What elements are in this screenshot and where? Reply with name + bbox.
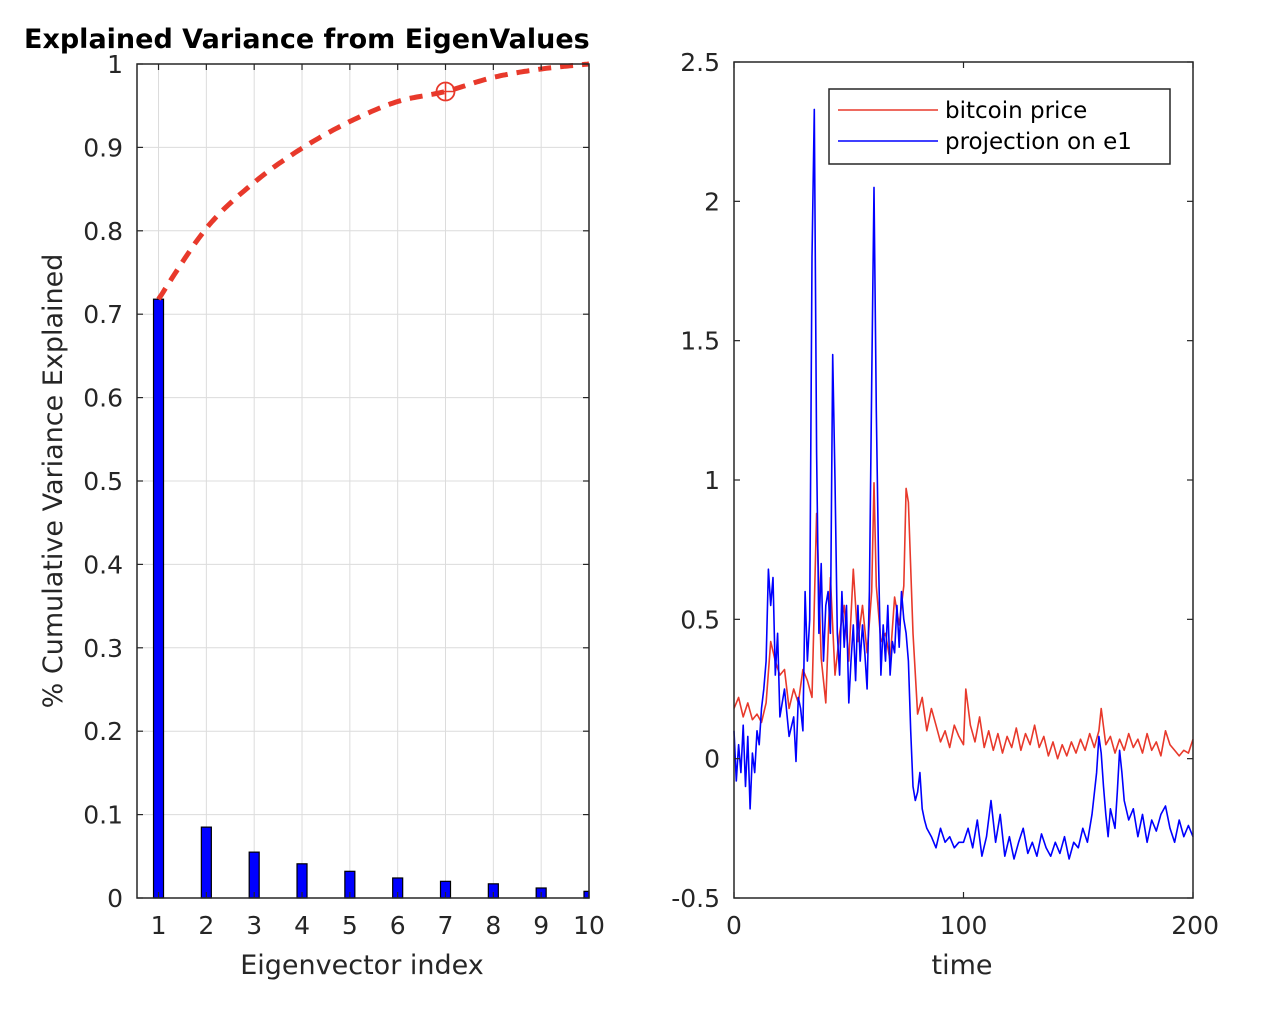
series-line-bitcoin-price <box>733 482 1194 760</box>
y-axis-label: % Cumulative Variance Explained <box>38 254 69 709</box>
y-tick-label: 0.7 <box>83 300 123 329</box>
cumulative-line <box>156 61 590 301</box>
y-tick-label: 0.4 <box>83 550 123 579</box>
x-tick-label: 3 <box>246 911 262 940</box>
eigenvalue-bar <box>200 826 212 899</box>
y-tick-label: 2.5 <box>680 48 720 77</box>
legend-box <box>828 88 1171 165</box>
y-tick-label: 0.1 <box>83 801 123 830</box>
x-tick-label: 100 <box>940 911 988 940</box>
legend-label-bitcoin-price: bitcoin price <box>945 98 1087 124</box>
axis-ticks: 1 2 3 4 5 6 7 8 9 10 0 0.1 0.2 0.3 0.4 0.5 0.6 0.7 0.8 0.9 1 <box>83 50 605 940</box>
chart-title: Explained Variance from EigenValues <box>24 24 590 55</box>
y-tick-label: 0 <box>107 884 123 913</box>
y-tick-label: 0.9 <box>83 133 123 162</box>
x-axis-label: time <box>931 950 992 981</box>
y-tick-label: 0.8 <box>83 217 123 246</box>
eigenvalue-bar <box>152 298 165 899</box>
legend-label-projection-on-e1: projection on e1 <box>945 129 1132 155</box>
y-tick-label: 1 <box>704 466 720 495</box>
x-tick-label: 200 <box>1171 911 1219 940</box>
series-line-projection-on-e1 <box>733 108 1194 860</box>
x-tick-label: 8 <box>485 911 501 940</box>
eigenvalue-bar <box>248 851 260 899</box>
x-tick-label: 0 <box>726 911 742 940</box>
x-tick-label: 2 <box>198 911 214 940</box>
y-tick-label: 0.3 <box>83 634 123 663</box>
x-tick-label: 9 <box>533 911 549 940</box>
y-tick-label: 0 <box>704 745 720 774</box>
x-tick-label: 4 <box>294 911 310 940</box>
legend: bitcoin price projection on e1 <box>828 88 1171 165</box>
plot-area <box>734 62 1193 898</box>
x-tick-label: 6 <box>390 911 406 940</box>
x-tick-label: 1 <box>151 911 167 940</box>
cumulative-variance-chart: Explained Variance from EigenValues 1 2 3 4… <box>24 24 605 981</box>
y-tick-label: 1 <box>107 50 123 79</box>
x-tick-label: 5 <box>342 911 358 940</box>
y-tick-label: 0.6 <box>83 384 123 413</box>
y-tick-label: 0.5 <box>680 605 720 634</box>
y-tick-label: -0.5 <box>671 884 720 913</box>
x-tick-label: 7 <box>438 911 454 940</box>
y-tick-label: 2 <box>704 187 720 216</box>
x-axis-label: Eigenvector index <box>240 950 484 981</box>
cumulative-variance-curve <box>156 61 590 301</box>
y-tick-label: 1.5 <box>680 327 720 356</box>
grid-lines <box>137 63 590 899</box>
axis-ticks: 0 100 200-0.500.511.522.5 <box>671 48 1219 940</box>
y-tick-label: 0.2 <box>83 717 123 746</box>
projection-chart: 0 100 200-0.500.511.522.5 time bitcoin pri… <box>671 48 1219 981</box>
x-tick-label: 10 <box>573 911 605 940</box>
y-tick-label: 0.5 <box>83 467 123 496</box>
series-lines <box>733 108 1194 860</box>
